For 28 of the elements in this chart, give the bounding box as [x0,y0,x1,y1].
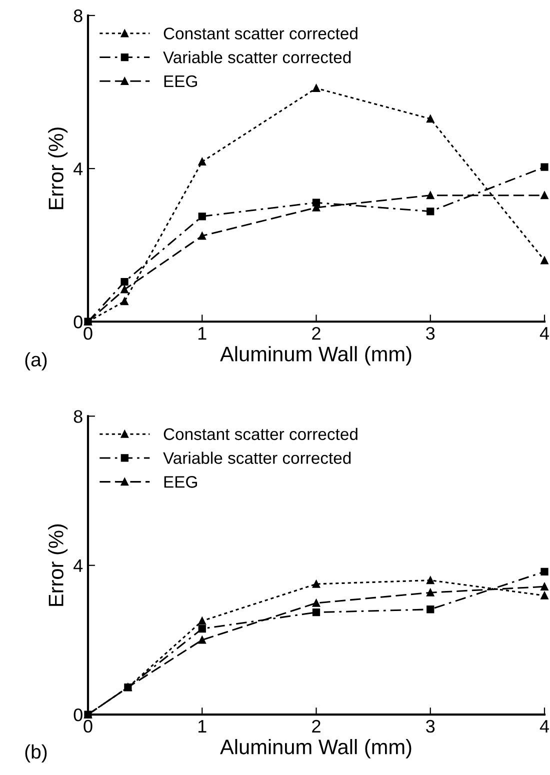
x-tick-label: 4 [540,327,549,340]
legend-label: EEG [164,75,197,88]
x-axis-title: Aluminum Wall (mm) [220,346,412,366]
text: (a) [25,352,47,370]
x-tick-label: 2 [312,326,320,340]
legend-label: Variable scatter corrected [163,452,351,464]
x-axis-title: Aluminum Wall (mm) [220,739,412,758]
y-tick-label: 0 [74,316,82,328]
y-tick-label: 8 [74,410,82,423]
x-tick-label: 0 [84,326,92,340]
y-axis-title: Error (%) [48,128,68,210]
x-tick-label: 4 [540,720,549,732]
y-axis-title: Error (%) [48,524,68,606]
legend-label: Variable scatter corrected [163,51,351,64]
x-tick-label: 2 [312,720,320,732]
x-tick-label: 3 [426,326,435,340]
legend-label: Constant scatter corrected [164,428,358,440]
y-tick-label: 4 [74,559,83,572]
text: (b) [25,744,47,763]
x-tick-label: 0 [84,720,92,733]
legend-label: EEG [164,476,197,488]
x-tick-label: 1 [198,720,206,732]
x-tick-label: 1 [198,327,206,340]
y-tick-label: 8 [74,9,82,22]
y-tick-label: 0 [74,708,82,722]
x-tick-label: 3 [426,720,435,733]
y-tick-label: 4 [74,162,83,176]
legend-label: Constant scatter corrected [164,27,358,40]
